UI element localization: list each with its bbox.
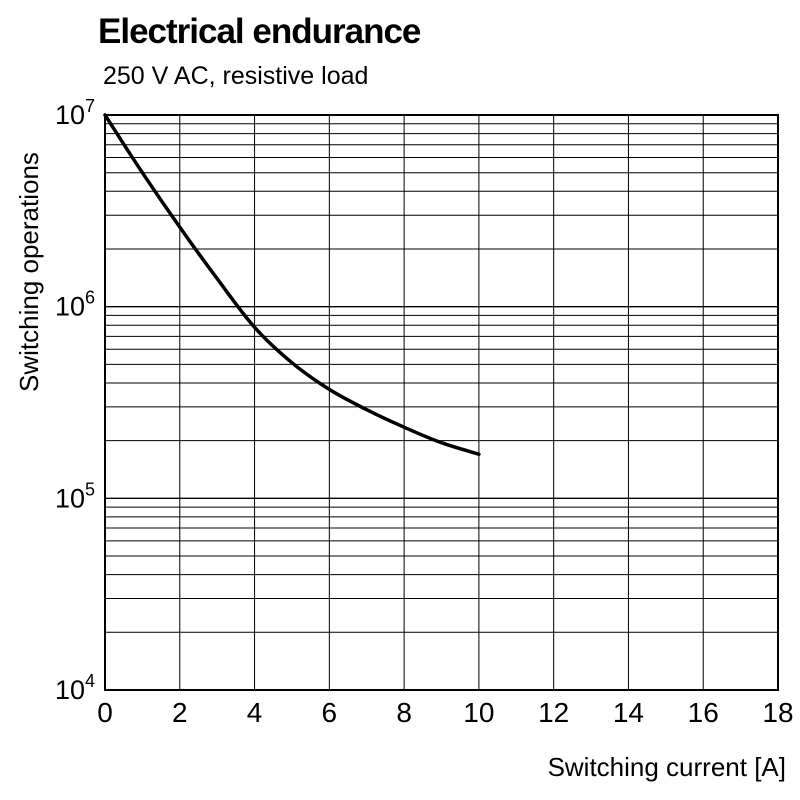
x-tick-label: 16 (688, 697, 719, 728)
y-axis-label: Switching operations (14, 152, 44, 392)
x-tick-label: 4 (247, 697, 263, 728)
chart-title: Electrical endurance (98, 12, 421, 51)
x-tick-label: 0 (97, 697, 113, 728)
y-tick-label: 105 (55, 479, 95, 513)
x-tick-label: 2 (172, 697, 188, 728)
chart-subtitle: 250 V AC, resistive load (103, 62, 369, 90)
plot-frame (104, 114, 779, 691)
x-tick-label: 6 (322, 697, 338, 728)
endurance-curve (103, 113, 481, 456)
x-axis-label: Switching current [A] (547, 752, 786, 782)
x-tick-label: 14 (613, 697, 644, 728)
y-tick-label: 104 (55, 671, 95, 705)
y-tick-label: 106 (55, 288, 95, 322)
x-tick-label: 8 (396, 697, 412, 728)
x-tick-label: 18 (762, 697, 793, 728)
x-tick-label: 10 (463, 697, 494, 728)
x-tick-label: 12 (538, 697, 569, 728)
y-tick-label: 107 (55, 96, 95, 130)
